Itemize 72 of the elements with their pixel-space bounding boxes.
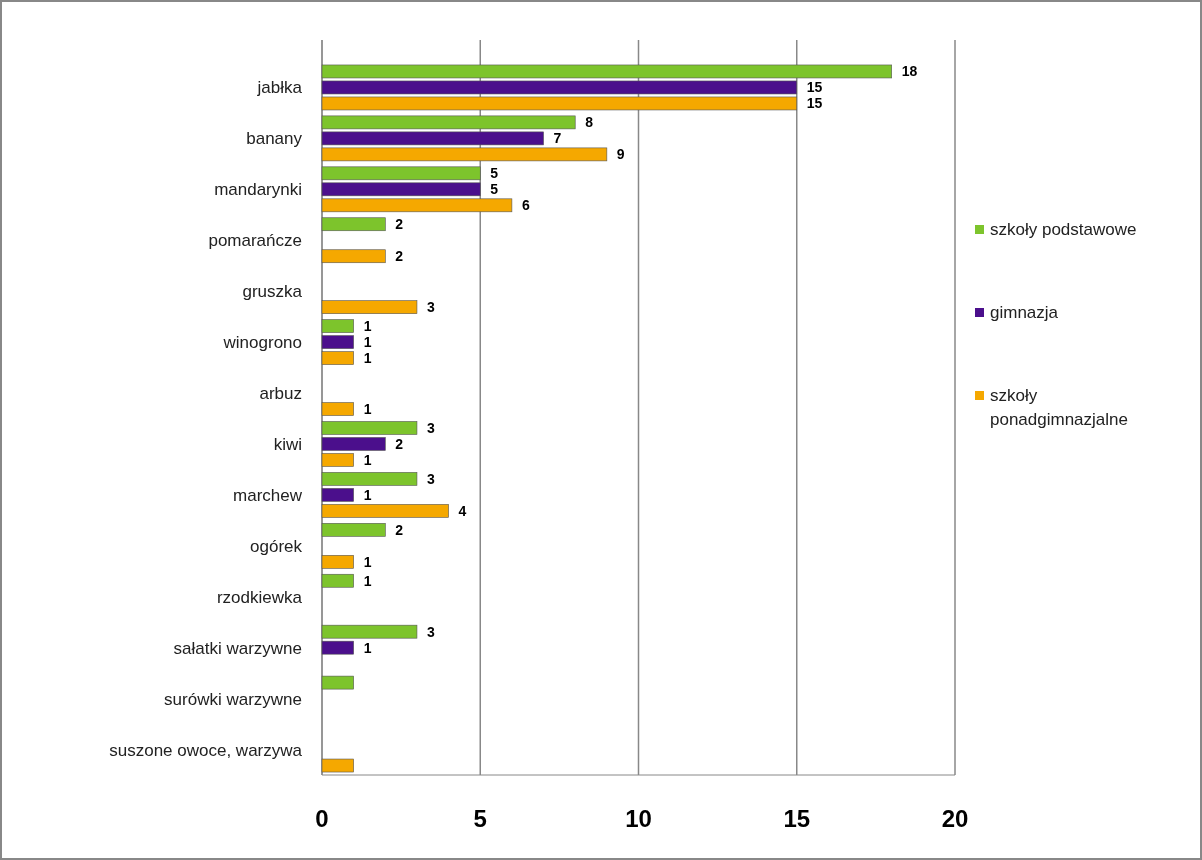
data-label: 2 <box>395 521 404 538</box>
y-tick-label: ogórek <box>250 536 303 556</box>
bar <box>321 166 481 181</box>
data-label: 15 <box>806 95 823 112</box>
bar <box>321 504 449 518</box>
y-tick-label: suszone owoce, warzywa <box>109 740 303 760</box>
data-label: 1 <box>363 350 372 367</box>
x-tick-label: 20 <box>941 805 969 832</box>
bar <box>321 198 513 213</box>
bar <box>321 351 354 365</box>
data-label: 3 <box>426 299 435 316</box>
bar <box>321 437 386 451</box>
bar <box>321 182 481 197</box>
data-label: 1 <box>363 401 372 418</box>
data-label: 3 <box>426 470 435 487</box>
data-label: 3 <box>426 419 435 436</box>
bar <box>321 624 418 639</box>
y-tick-label: kiwi <box>273 434 302 454</box>
y-tick-label: marchew <box>233 485 303 505</box>
data-label: 1 <box>363 572 372 589</box>
data-label: 1 <box>363 486 372 503</box>
data-label: 7 <box>553 130 562 147</box>
y-tick-label: arbuz <box>259 384 302 404</box>
data-label: 15 <box>806 79 823 96</box>
bar <box>321 335 354 349</box>
y-tick-label: sałatki warzywne <box>173 638 302 658</box>
bar <box>321 555 354 569</box>
y-tick-label: gruszka <box>242 282 303 302</box>
x-tick-label: 15 <box>783 805 811 832</box>
data-label: 1 <box>363 318 372 335</box>
legend-label: szkoły podstawowe <box>990 220 1137 239</box>
bar <box>321 523 386 537</box>
bar <box>321 217 386 232</box>
y-tick-label: rzodkiewka <box>216 587 303 607</box>
bar <box>321 300 418 314</box>
x-tick-label: 5 <box>473 805 487 832</box>
data-label: 2 <box>395 248 404 265</box>
bar <box>321 675 354 690</box>
bar <box>321 472 418 486</box>
y-tick-label: pomarańcze <box>208 231 302 251</box>
data-label: 1 <box>363 334 372 351</box>
data-label: 5 <box>490 165 499 182</box>
bar <box>321 453 354 467</box>
data-label: 18 <box>901 63 918 80</box>
legend-label: szkoły ponadgimnazjalne <box>990 386 1128 429</box>
data-label: 8 <box>585 114 594 131</box>
data-label: 9 <box>616 146 625 163</box>
bar <box>321 640 354 655</box>
data-label: 1 <box>363 553 372 570</box>
y-tick-label: winogrono <box>222 333 302 353</box>
data-label: 5 <box>490 181 499 198</box>
data-label: 2 <box>395 435 404 452</box>
y-tick-label: banany <box>246 129 303 149</box>
data-label: 2 <box>395 216 404 233</box>
bar <box>321 758 354 773</box>
bar <box>321 488 354 502</box>
y-tick-label: mandarynki <box>214 180 302 200</box>
x-tick-label: 0 <box>315 805 329 832</box>
y-tick-label: jabłka <box>256 78 303 98</box>
x-tick-label: 10 <box>625 805 652 832</box>
data-label: 6 <box>521 197 530 214</box>
data-label: 1 <box>363 451 372 468</box>
bar <box>321 573 354 588</box>
bar <box>321 249 386 264</box>
data-label: 1 <box>363 639 372 656</box>
data-label: 4 <box>458 502 467 519</box>
y-tick-label: surówki warzywne <box>164 689 302 709</box>
data-label: 3 <box>426 623 435 640</box>
bar <box>321 319 354 333</box>
legend-label: gimnazja <box>990 303 1059 322</box>
bar <box>321 421 418 435</box>
bar <box>321 402 354 416</box>
